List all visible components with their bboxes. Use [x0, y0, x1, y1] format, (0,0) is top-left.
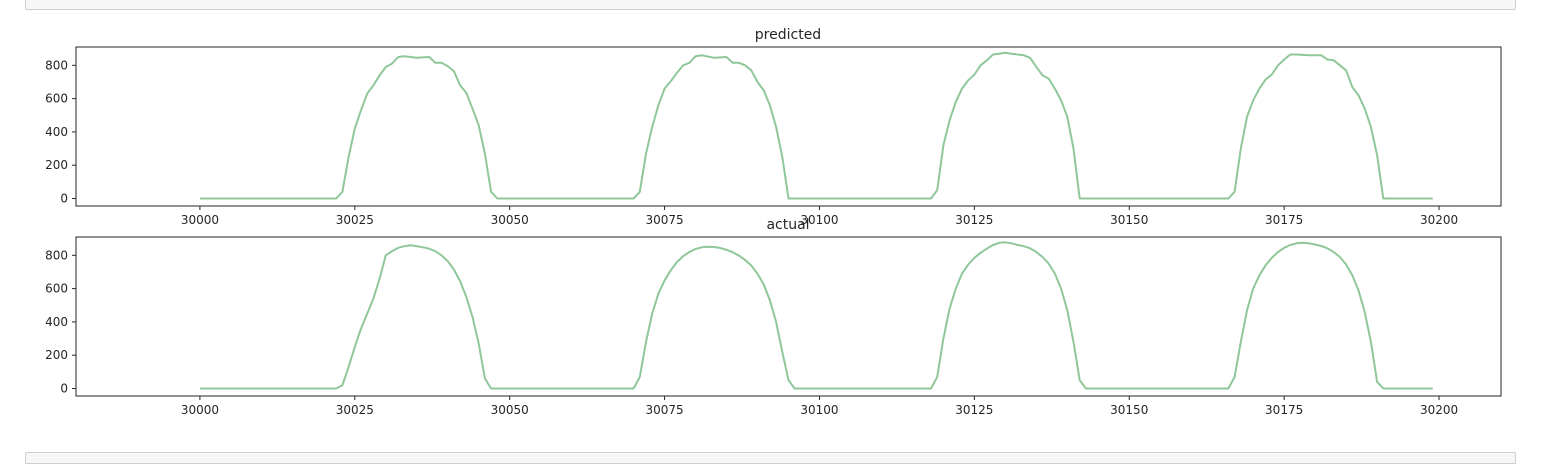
x-tick-label: 30200 — [1420, 403, 1458, 417]
y-tick-label: 600 — [45, 92, 68, 106]
y-tick-label: 400 — [45, 125, 68, 139]
y-tick-label: 800 — [45, 248, 68, 262]
x-tick-label: 30000 — [181, 403, 219, 417]
notebook-cell-below[interactable] — [25, 452, 1516, 464]
subplot-title: actual — [766, 217, 809, 233]
x-tick-label: 30125 — [955, 403, 993, 417]
x-tick-label: 30100 — [800, 213, 838, 227]
x-tick-label: 30000 — [181, 213, 219, 227]
y-tick-label: 0 — [60, 192, 68, 206]
x-tick-label: 30175 — [1265, 213, 1303, 227]
y-tick-label: 200 — [45, 158, 68, 172]
x-tick-label: 30150 — [1110, 403, 1148, 417]
y-tick-group: 0 200 400 600 800 — [45, 58, 76, 206]
axes-frame — [75, 46, 1502, 207]
series-line — [199, 241, 1433, 390]
x-tick-label: 30150 — [1110, 213, 1148, 227]
y-tick-label: 0 — [60, 382, 68, 396]
x-tick-group: 30000 30025 30050 30075 30100 30125 30150 30175… — [181, 396, 1458, 417]
axes-frame — [75, 236, 1502, 397]
x-tick-label: 30025 — [336, 403, 374, 417]
subplot-actual: 30000 30025 30050 30075 30100 30125 30150 30175… — [45, 217, 1502, 417]
x-tick-group: 30000 30025 30050 30075 30100 30125 30150 30175… — [181, 206, 1458, 227]
subplot-predicted: predicted 30000 30025 30050 30075 30100 30125… — [45, 27, 1502, 227]
x-tick-label: 30050 — [491, 213, 529, 227]
y-tick-label: 200 — [45, 348, 68, 362]
y-tick-label: 800 — [45, 58, 68, 72]
x-tick-label: 30100 — [800, 403, 838, 417]
series-line — [199, 51, 1433, 200]
y-tick-group: 0 200 400 600 800 — [45, 248, 76, 396]
x-tick-label: 30050 — [491, 403, 529, 417]
x-tick-label: 30075 — [645, 403, 683, 417]
y-tick-label: 400 — [45, 315, 68, 329]
x-tick-label: 30075 — [645, 213, 683, 227]
subplot-title: predicted — [755, 27, 821, 43]
x-tick-label: 30025 — [336, 213, 374, 227]
x-tick-label: 30200 — [1420, 213, 1458, 227]
x-tick-label: 30175 — [1265, 403, 1303, 417]
x-tick-label: 30125 — [955, 213, 993, 227]
notebook-cell-above[interactable] — [25, 0, 1516, 10]
y-tick-label: 600 — [45, 282, 68, 296]
